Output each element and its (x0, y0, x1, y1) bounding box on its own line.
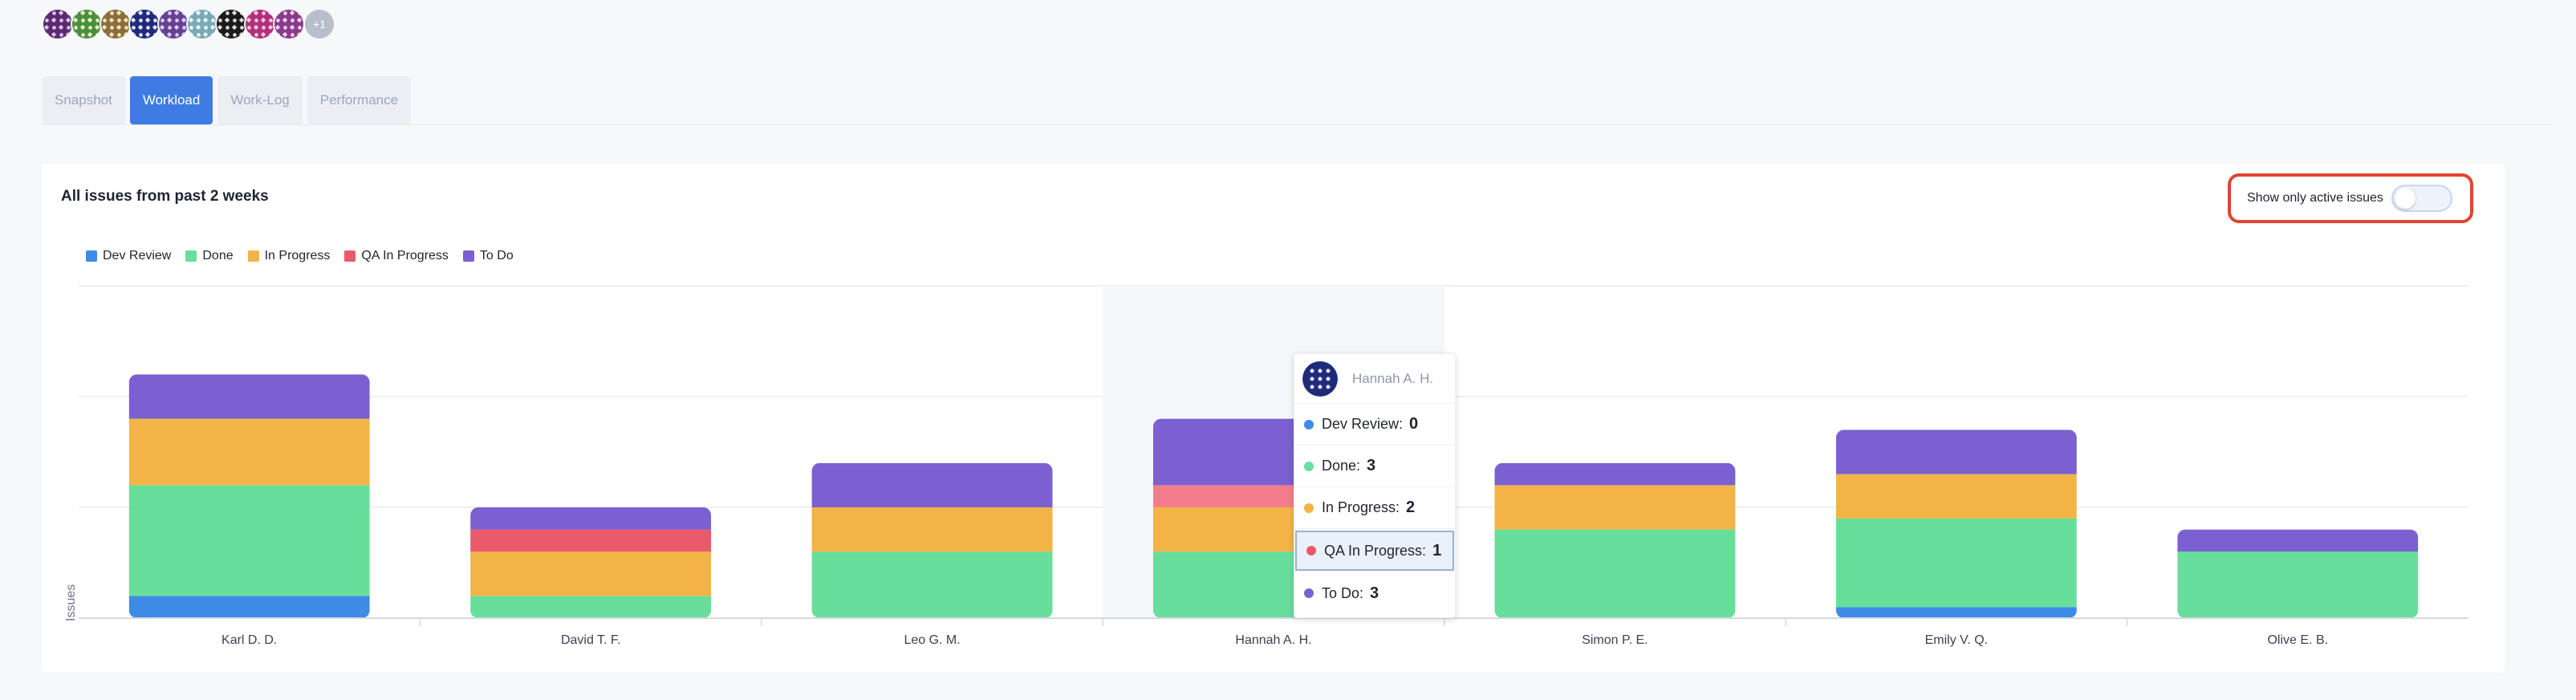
active-issues-toggle-label: Show only active issues (2247, 191, 2383, 205)
legend-label: To Do (479, 249, 514, 262)
bar-segment-to-do (1494, 462, 1736, 486)
tooltip-row-dev-review: Dev Review: 0 (1294, 404, 1455, 446)
legend-item-qa-in-progress[interactable]: QA In Progress (344, 249, 449, 263)
tooltip-row-done: Done: 3 (1294, 446, 1455, 487)
assignee-avatar[interactable] (42, 8, 74, 40)
bar-segment-dev-review (128, 596, 370, 618)
tooltip-row-label: In Progress: (1322, 499, 1400, 515)
active-issues-toggle-group: Show only active issues (2228, 173, 2473, 223)
tooltip-avatar (1302, 360, 1338, 397)
legend-item-dev-review[interactable]: Dev Review (86, 249, 171, 263)
status-dot (1306, 546, 1316, 556)
assignee-avatar-group: +1 (42, 8, 335, 40)
status-dot (1304, 588, 1314, 598)
tooltip-row-label: Done: (1322, 458, 1361, 474)
legend-swatch (344, 250, 356, 262)
active-issues-toggle[interactable] (2391, 185, 2452, 212)
legend-item-done[interactable]: Done (185, 249, 234, 263)
more-avatars-badge[interactable]: +1 (303, 8, 335, 40)
assignee-avatar[interactable] (273, 8, 305, 40)
x-tick-label: David T. F. (561, 633, 620, 647)
toggle-knob (2394, 188, 2416, 209)
y-axis-label: Issues (64, 584, 78, 621)
tooltip-row-label: QA In Progress: (1324, 542, 1427, 559)
assignee-avatar[interactable] (157, 8, 189, 40)
legend-label: Done (202, 249, 234, 262)
bar-stack[interactable] (811, 462, 1053, 618)
tooltip-name: Hannah A. H. (1352, 370, 1434, 386)
x-tick-label: Hannah A. H. (1235, 633, 1311, 647)
tooltip-row-in-progress: In Progress: 2 (1294, 487, 1455, 529)
bar-segment-dev-review (1835, 607, 2077, 618)
bar-segment-to-do (811, 462, 1053, 507)
tooltip-row-label: Dev Review: (1322, 416, 1404, 432)
bar-segment-done (128, 485, 370, 596)
bar-segment-to-do (2177, 529, 2419, 552)
bar-stack[interactable] (470, 507, 712, 618)
tab-work-log[interactable]: Work-Log (217, 76, 303, 124)
bar-segment-done (811, 551, 1053, 618)
chart-legend: Dev Review Done In Progress QA In Progre… (86, 249, 514, 263)
bar-segment-done (1835, 518, 2077, 608)
bar-segment-to-do (470, 507, 712, 530)
bar-segment-in-progress (1494, 485, 1736, 530)
tooltip-row-value: 3 (1367, 457, 1376, 474)
tab-snapshot[interactable]: Snapshot (42, 76, 125, 124)
status-dot (1304, 503, 1314, 513)
card-title: All issues from past 2 weeks (61, 188, 269, 205)
tab-workload[interactable]: Workload (129, 76, 213, 124)
x-tick-label: Olive E. B. (2267, 633, 2328, 647)
assignee-avatar[interactable] (71, 8, 103, 40)
bar-segment-in-progress (128, 418, 370, 486)
view-tabs: Snapshot Workload Work-Log Performance (42, 76, 412, 124)
chart-tooltip: Hannah A. H. Dev Review: 0 Done: 3 In Pr… (1294, 353, 1456, 618)
assignee-avatar[interactable] (128, 8, 160, 40)
bar-stack[interactable] (128, 374, 370, 618)
bar-segment-in-progress (811, 507, 1053, 552)
assignee-avatar[interactable] (186, 8, 218, 40)
assignee-avatar[interactable] (100, 8, 132, 40)
x-tick-label: Simon P. E. (1582, 633, 1648, 647)
tooltip-row-label: To Do: (1322, 584, 1364, 601)
status-dot (1304, 419, 1314, 429)
bar-segment-in-progress (470, 551, 712, 596)
bar-segment-in-progress (1835, 474, 2077, 519)
legend-swatch (247, 250, 259, 262)
bar-segment-qa-in-progress (470, 529, 712, 552)
bar-stack[interactable] (1494, 462, 1736, 618)
legend-swatch (185, 250, 197, 262)
tooltip-row-value: 3 (1370, 584, 1379, 602)
legend-label: Dev Review (103, 249, 172, 262)
tab-performance[interactable]: Performance (307, 76, 412, 124)
bar-stack[interactable] (1835, 429, 2077, 618)
x-tick-label: Emily V. Q. (1925, 633, 1989, 647)
tooltip-row-qa-in-progress: QA In Progress: 1 (1295, 531, 1454, 571)
x-tick-label: Leo G. M. (904, 633, 960, 647)
tab-divider (42, 124, 2552, 125)
status-dot (1304, 461, 1314, 471)
assignee-avatar[interactable] (244, 8, 276, 40)
bar-segment-to-do (128, 374, 370, 419)
legend-item-in-progress[interactable]: In Progress (247, 249, 331, 263)
legend-swatch (86, 250, 97, 262)
bar-segment-done (2177, 551, 2419, 618)
x-tick-label: Karl D. D. (221, 633, 277, 647)
bar-segment-to-do (1835, 429, 2077, 474)
tooltip-header: Hannah A. H. (1294, 354, 1455, 404)
assignee-avatar[interactable] (215, 8, 247, 40)
legend-label: QA In Progress (361, 249, 449, 262)
tooltip-row-to-do: To Do: 3 (1294, 572, 1455, 614)
tooltip-row-value: 1 (1432, 541, 1442, 560)
workload-stacked-bar-chart: Karl D. D. David T. F. Leo G. M. Hannah A. … (79, 285, 2468, 647)
bar-segment-done (1494, 529, 1736, 618)
bar-segment-done (470, 596, 712, 618)
workload-card: All issues from past 2 weeks Show only a… (42, 164, 2505, 673)
bar-stack[interactable] (2177, 529, 2419, 618)
tooltip-row-value: 0 (1409, 415, 1419, 433)
legend-label: In Progress (264, 249, 331, 262)
legend-item-to-do[interactable]: To Do (462, 249, 514, 263)
tooltip-row-value: 2 (1406, 499, 1416, 516)
legend-swatch (462, 250, 474, 262)
